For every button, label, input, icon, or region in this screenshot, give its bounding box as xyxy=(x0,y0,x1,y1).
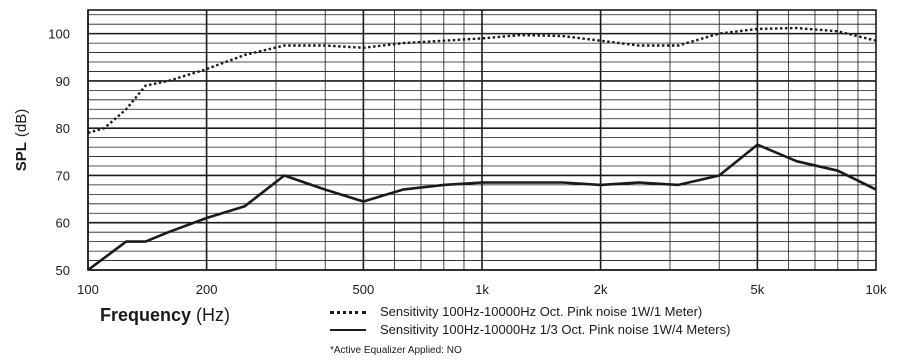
y-tick-label: 100 xyxy=(48,27,70,42)
x-tick-label: 1k xyxy=(475,282,489,297)
plot-grid xyxy=(87,9,877,271)
y-axis-label: SPL (dB) xyxy=(13,109,30,172)
y-tick-label: 60 xyxy=(56,216,70,231)
y-tick-label: 70 xyxy=(56,168,70,183)
y-tick-label: 50 xyxy=(56,263,70,278)
legend-entry-dotted: Sensitivity 100Hz-10000Hz Oct. Pink nois… xyxy=(330,303,730,321)
x-axis-label-name: Frequency xyxy=(100,305,192,325)
legend-swatch-dotted xyxy=(330,310,366,314)
series-1w-4m-line xyxy=(87,143,877,272)
legend-label-dotted: Sensitivity 100Hz-10000Hz Oct. Pink nois… xyxy=(380,304,703,319)
x-axis-ticks: 100 200 500 1k 2k 5k 10k xyxy=(77,282,887,297)
series-1w-1m-line xyxy=(87,26,877,135)
y-axis-label-unit: (dB) xyxy=(13,109,30,137)
legend-entry-solid: Sensitivity 100Hz-10000Hz 1/3 Oct. Pink … xyxy=(330,321,730,339)
x-tick-label: 5k xyxy=(751,282,765,297)
legend-label-solid: Sensitivity 100Hz-10000Hz 1/3 Oct. Pink … xyxy=(380,322,731,337)
y-tick-label: 80 xyxy=(56,121,70,136)
x-tick-label: 500 xyxy=(353,282,375,297)
plot-frame xyxy=(87,9,877,271)
legend: Sensitivity 100Hz-10000Hz Oct. Pink nois… xyxy=(330,303,730,339)
x-tick-label: 100 xyxy=(77,282,99,297)
x-tick-label: 2k xyxy=(594,282,608,297)
equalizer-note: *Active Equalizer Applied: NO xyxy=(330,345,462,356)
y-tick-label: 90 xyxy=(56,74,70,89)
legend-swatch-solid xyxy=(330,329,366,331)
y-axis-ticks: 50 60 70 80 90 100 xyxy=(48,27,70,278)
plot-series xyxy=(87,26,877,272)
y-axis-label-name: SPL xyxy=(13,142,30,171)
x-tick-label: 200 xyxy=(196,282,218,297)
x-axis-label-unit: (Hz) xyxy=(196,305,231,325)
x-axis-label: Frequency (Hz) xyxy=(100,305,230,326)
x-tick-label: 10k xyxy=(866,282,887,297)
